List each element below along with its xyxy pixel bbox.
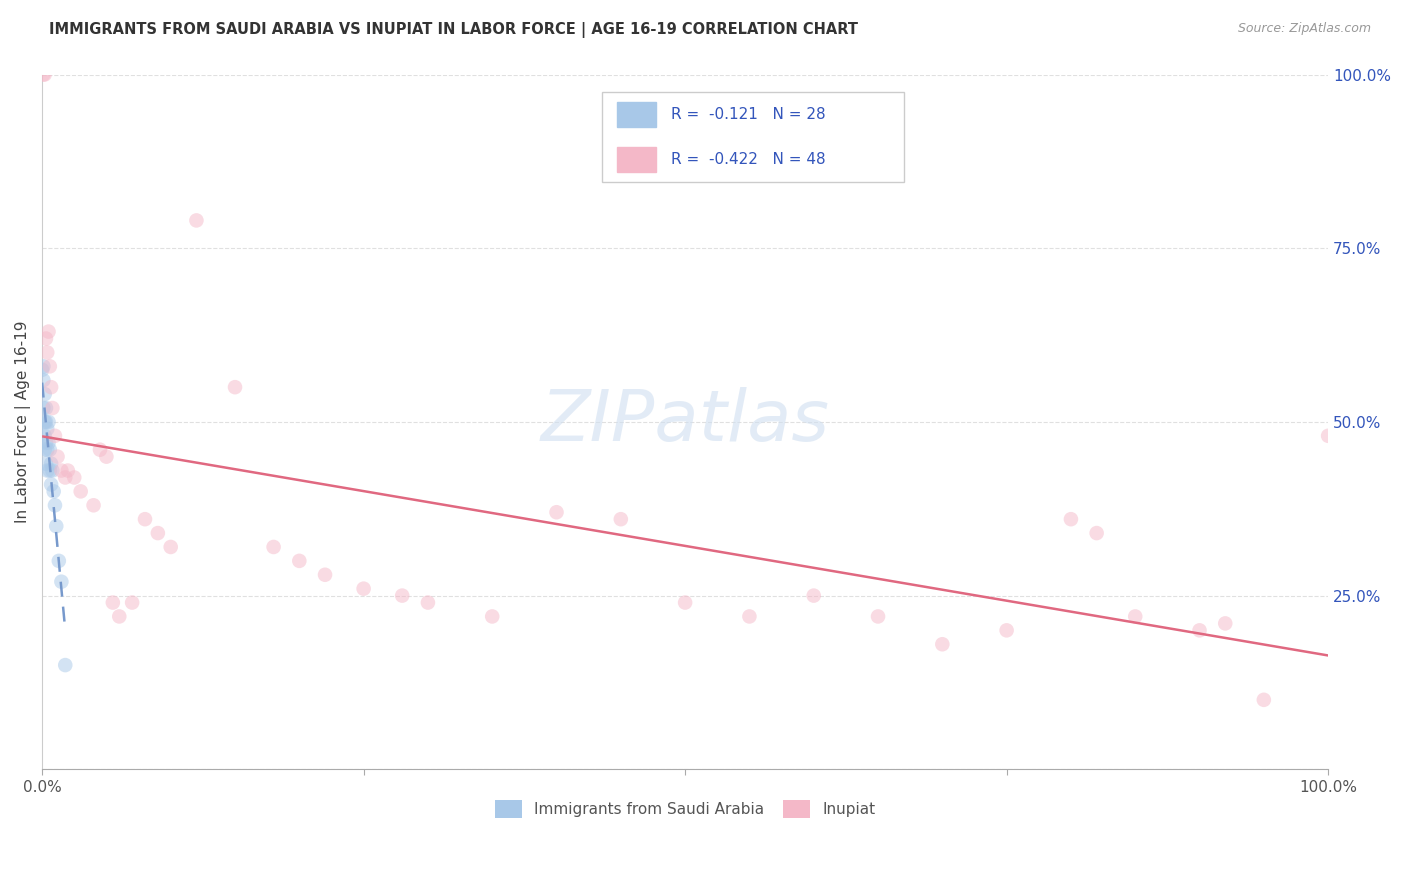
- Point: [391, 589, 413, 603]
- Point: [1123, 609, 1146, 624]
- Point: [34, 442, 56, 457]
- Point: [101, 596, 124, 610]
- Point: [35, 435, 58, 450]
- Point: [42, 484, 65, 499]
- Point: [32, 359, 55, 374]
- Point: [1188, 624, 1211, 638]
- Point: [69, 484, 91, 499]
- Point: [38, 442, 60, 457]
- Point: [48, 554, 70, 568]
- Point: [1060, 512, 1083, 526]
- Point: [224, 380, 246, 394]
- Point: [35, 401, 58, 415]
- Text: Source: ZipAtlas.com: Source: ZipAtlas.com: [1237, 22, 1371, 36]
- Point: [481, 609, 503, 624]
- Point: [1213, 616, 1236, 631]
- Point: [738, 609, 761, 624]
- Point: [34, 415, 56, 429]
- Point: [38, 359, 60, 374]
- Point: [288, 554, 311, 568]
- Point: [39, 380, 62, 394]
- Point: [53, 658, 76, 673]
- Point: [44, 429, 66, 443]
- FancyBboxPatch shape: [617, 147, 655, 172]
- Text: R =  -0.121   N = 28: R = -0.121 N = 28: [671, 107, 825, 122]
- Point: [39, 457, 62, 471]
- Point: [866, 609, 889, 624]
- Point: [34, 68, 56, 82]
- Point: [83, 498, 105, 512]
- Point: [931, 637, 953, 651]
- Point: [546, 505, 568, 519]
- Point: [38, 435, 60, 450]
- Point: [34, 387, 56, 401]
- Point: [35, 332, 58, 346]
- Point: [37, 442, 59, 457]
- Point: [96, 450, 118, 464]
- Point: [121, 596, 143, 610]
- Point: [263, 540, 285, 554]
- Point: [610, 512, 633, 526]
- Point: [51, 574, 73, 589]
- Point: [32, 373, 55, 387]
- Point: [51, 464, 73, 478]
- Point: [1317, 429, 1340, 443]
- Point: [314, 567, 336, 582]
- Text: IMMIGRANTS FROM SAUDI ARABIA VS INUPIAT IN LABOR FORCE | AGE 16-19 CORRELATION C: IMMIGRANTS FROM SAUDI ARABIA VS INUPIAT …: [49, 22, 858, 38]
- Point: [89, 442, 111, 457]
- Point: [56, 464, 79, 478]
- Point: [353, 582, 375, 596]
- Point: [186, 213, 208, 227]
- Text: ZIPatlas: ZIPatlas: [541, 387, 830, 457]
- Point: [1085, 526, 1108, 541]
- Point: [35, 457, 58, 471]
- Point: [39, 477, 62, 491]
- Point: [45, 519, 67, 533]
- Point: [35, 415, 58, 429]
- Y-axis label: In Labor Force | Age 16-19: In Labor Force | Age 16-19: [15, 320, 31, 524]
- Point: [37, 464, 59, 478]
- FancyBboxPatch shape: [617, 102, 655, 127]
- Text: R =  -0.422   N = 48: R = -0.422 N = 48: [671, 153, 825, 167]
- Point: [37, 345, 59, 359]
- Point: [134, 512, 156, 526]
- Point: [108, 609, 131, 624]
- FancyBboxPatch shape: [602, 92, 904, 182]
- Point: [38, 415, 60, 429]
- Point: [44, 498, 66, 512]
- Point: [34, 429, 56, 443]
- Point: [38, 464, 60, 478]
- Point: [673, 596, 696, 610]
- Point: [803, 589, 825, 603]
- Point: [46, 450, 69, 464]
- Point: [31, 363, 53, 377]
- Point: [41, 464, 63, 478]
- Point: [37, 422, 59, 436]
- Point: [995, 624, 1018, 638]
- Point: [41, 401, 63, 415]
- Point: [146, 526, 169, 541]
- Point: [159, 540, 181, 554]
- Point: [1253, 693, 1275, 707]
- Point: [53, 470, 76, 484]
- Point: [38, 325, 60, 339]
- Point: [416, 596, 439, 610]
- Point: [32, 401, 55, 415]
- Point: [32, 68, 55, 82]
- Point: [63, 470, 86, 484]
- Legend: Immigrants from Saudi Arabia, Inupiat: Immigrants from Saudi Arabia, Inupiat: [488, 795, 882, 824]
